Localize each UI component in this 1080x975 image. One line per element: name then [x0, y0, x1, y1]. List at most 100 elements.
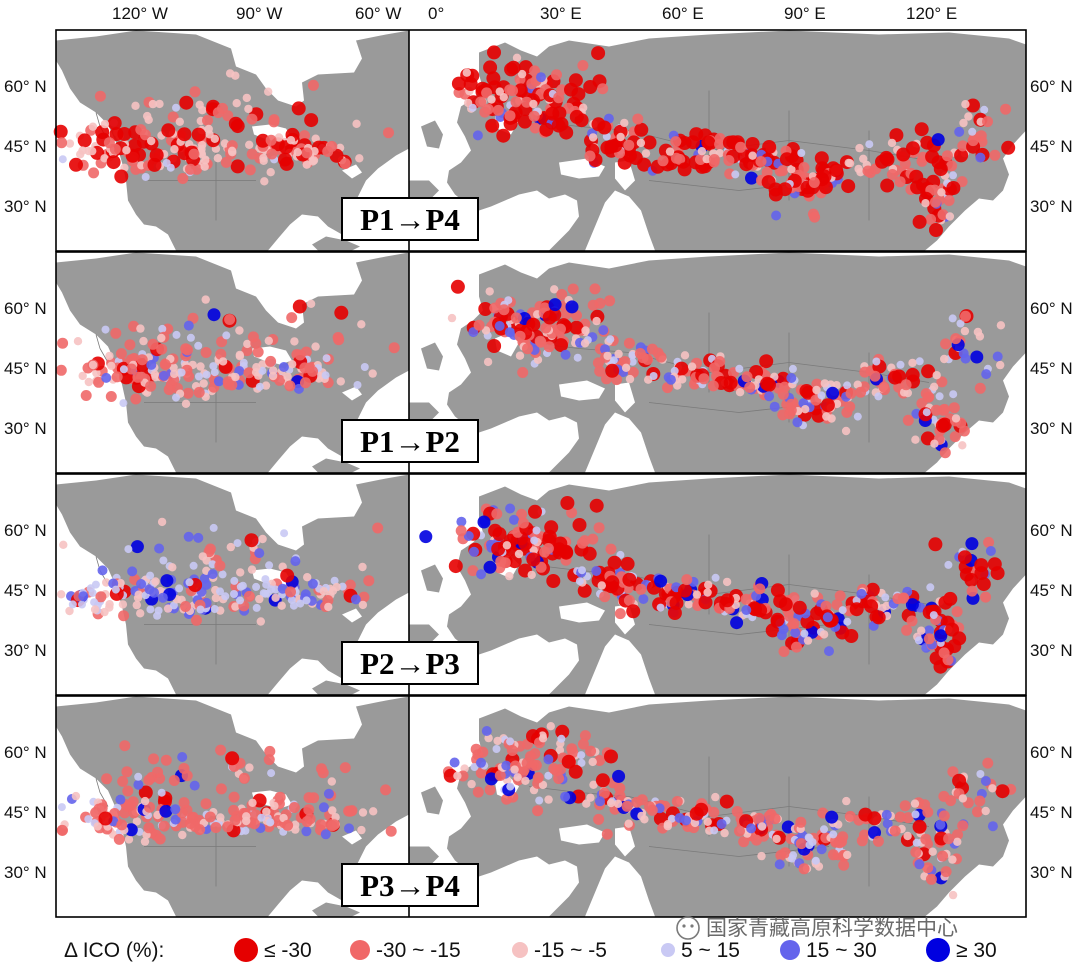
station-dot	[207, 569, 218, 580]
station-dot	[771, 210, 782, 221]
station-dot	[822, 612, 833, 623]
station-dot	[543, 341, 555, 353]
station-dot	[110, 327, 122, 339]
longitude-labels-top: 120° W 90° W 60° W 0° 30° E 60° E 90° E …	[112, 4, 957, 23]
station-dot	[820, 398, 835, 413]
station-dot	[529, 99, 538, 109]
station-dot	[202, 115, 213, 126]
station-dot	[358, 562, 367, 572]
station-dot	[139, 336, 148, 346]
station-dot	[607, 555, 622, 570]
station-dot	[536, 72, 546, 83]
station-dot	[665, 147, 675, 156]
station-dot	[714, 138, 726, 150]
station-dot	[552, 106, 567, 121]
station-dot	[239, 358, 248, 367]
station-dot	[799, 384, 814, 398]
station-dot	[569, 109, 584, 124]
station-dot	[709, 362, 720, 374]
station-dot	[194, 824, 206, 836]
station-dot	[262, 807, 271, 816]
station-dot	[601, 828, 613, 840]
station-dot	[463, 531, 474, 541]
station-dot	[280, 568, 295, 583]
station-dot	[515, 351, 525, 360]
station-dot	[546, 574, 561, 588]
station-dot	[78, 371, 87, 381]
station-dot	[983, 536, 995, 548]
station-dot	[200, 347, 212, 358]
station-dot	[92, 368, 101, 378]
station-dot	[801, 405, 810, 414]
station-dot	[887, 370, 902, 385]
station-dot	[555, 746, 565, 755]
station-dot	[477, 515, 491, 529]
station-dot	[469, 546, 479, 557]
station-dot	[825, 810, 839, 824]
station-dot	[332, 582, 341, 592]
station-dot	[353, 381, 362, 389]
station-dot	[358, 808, 368, 817]
station-dot	[842, 796, 851, 806]
station-dot	[236, 596, 244, 605]
station-dot	[540, 322, 552, 334]
station-dot	[902, 414, 914, 426]
station-dot	[489, 302, 501, 314]
station-dot	[844, 158, 853, 168]
station-dot	[755, 156, 767, 167]
station-dot	[595, 796, 605, 807]
station-dot	[924, 625, 934, 636]
station-dot	[481, 726, 492, 736]
station-dot	[499, 557, 511, 569]
station-dot	[107, 361, 116, 371]
station-dot	[495, 87, 504, 96]
station-dot	[102, 578, 111, 587]
station-dot	[143, 774, 155, 786]
station-dot	[591, 566, 602, 576]
station-dot	[966, 98, 980, 113]
legend-label: ≤ -30	[264, 939, 312, 962]
station-dot	[514, 549, 524, 559]
station-dot	[98, 811, 113, 826]
station-dot	[881, 809, 892, 820]
station-dot	[588, 133, 598, 142]
station-dot	[211, 593, 221, 603]
station-dot	[831, 599, 843, 611]
station-dot	[214, 560, 226, 572]
wechat-icon-eye	[682, 924, 686, 928]
station-dot	[623, 594, 635, 606]
station-dot	[894, 811, 906, 823]
station-dot	[372, 522, 384, 534]
station-dot	[216, 813, 225, 822]
station-dot	[575, 577, 584, 586]
station-dot	[172, 393, 180, 402]
station-dot	[230, 590, 238, 598]
station-dot	[553, 773, 565, 784]
station-dot	[787, 165, 796, 174]
station-dot	[168, 775, 180, 786]
station-dot	[663, 822, 672, 831]
station-dot	[819, 630, 829, 639]
station-dot	[754, 583, 766, 595]
station-dot	[929, 223, 943, 237]
station-dot	[319, 587, 328, 596]
station-dot	[170, 804, 181, 815]
station-dot	[862, 165, 874, 177]
station-dot	[581, 326, 590, 335]
station-dot	[589, 498, 604, 513]
station-dot	[710, 826, 719, 835]
station-dot	[492, 104, 504, 116]
station-dot	[278, 362, 289, 372]
station-dot	[290, 337, 299, 346]
station-dot	[865, 140, 874, 149]
station-dot	[914, 122, 929, 137]
station-dot	[642, 135, 657, 150]
station-dot	[322, 146, 334, 157]
station-dot	[288, 360, 297, 369]
station-dot	[849, 602, 864, 617]
station-dot	[326, 820, 338, 832]
station-dot	[777, 165, 789, 177]
station-dot	[105, 351, 114, 361]
station-dot	[844, 401, 856, 413]
lat-label-30n-right: 30° N	[1030, 419, 1073, 438]
